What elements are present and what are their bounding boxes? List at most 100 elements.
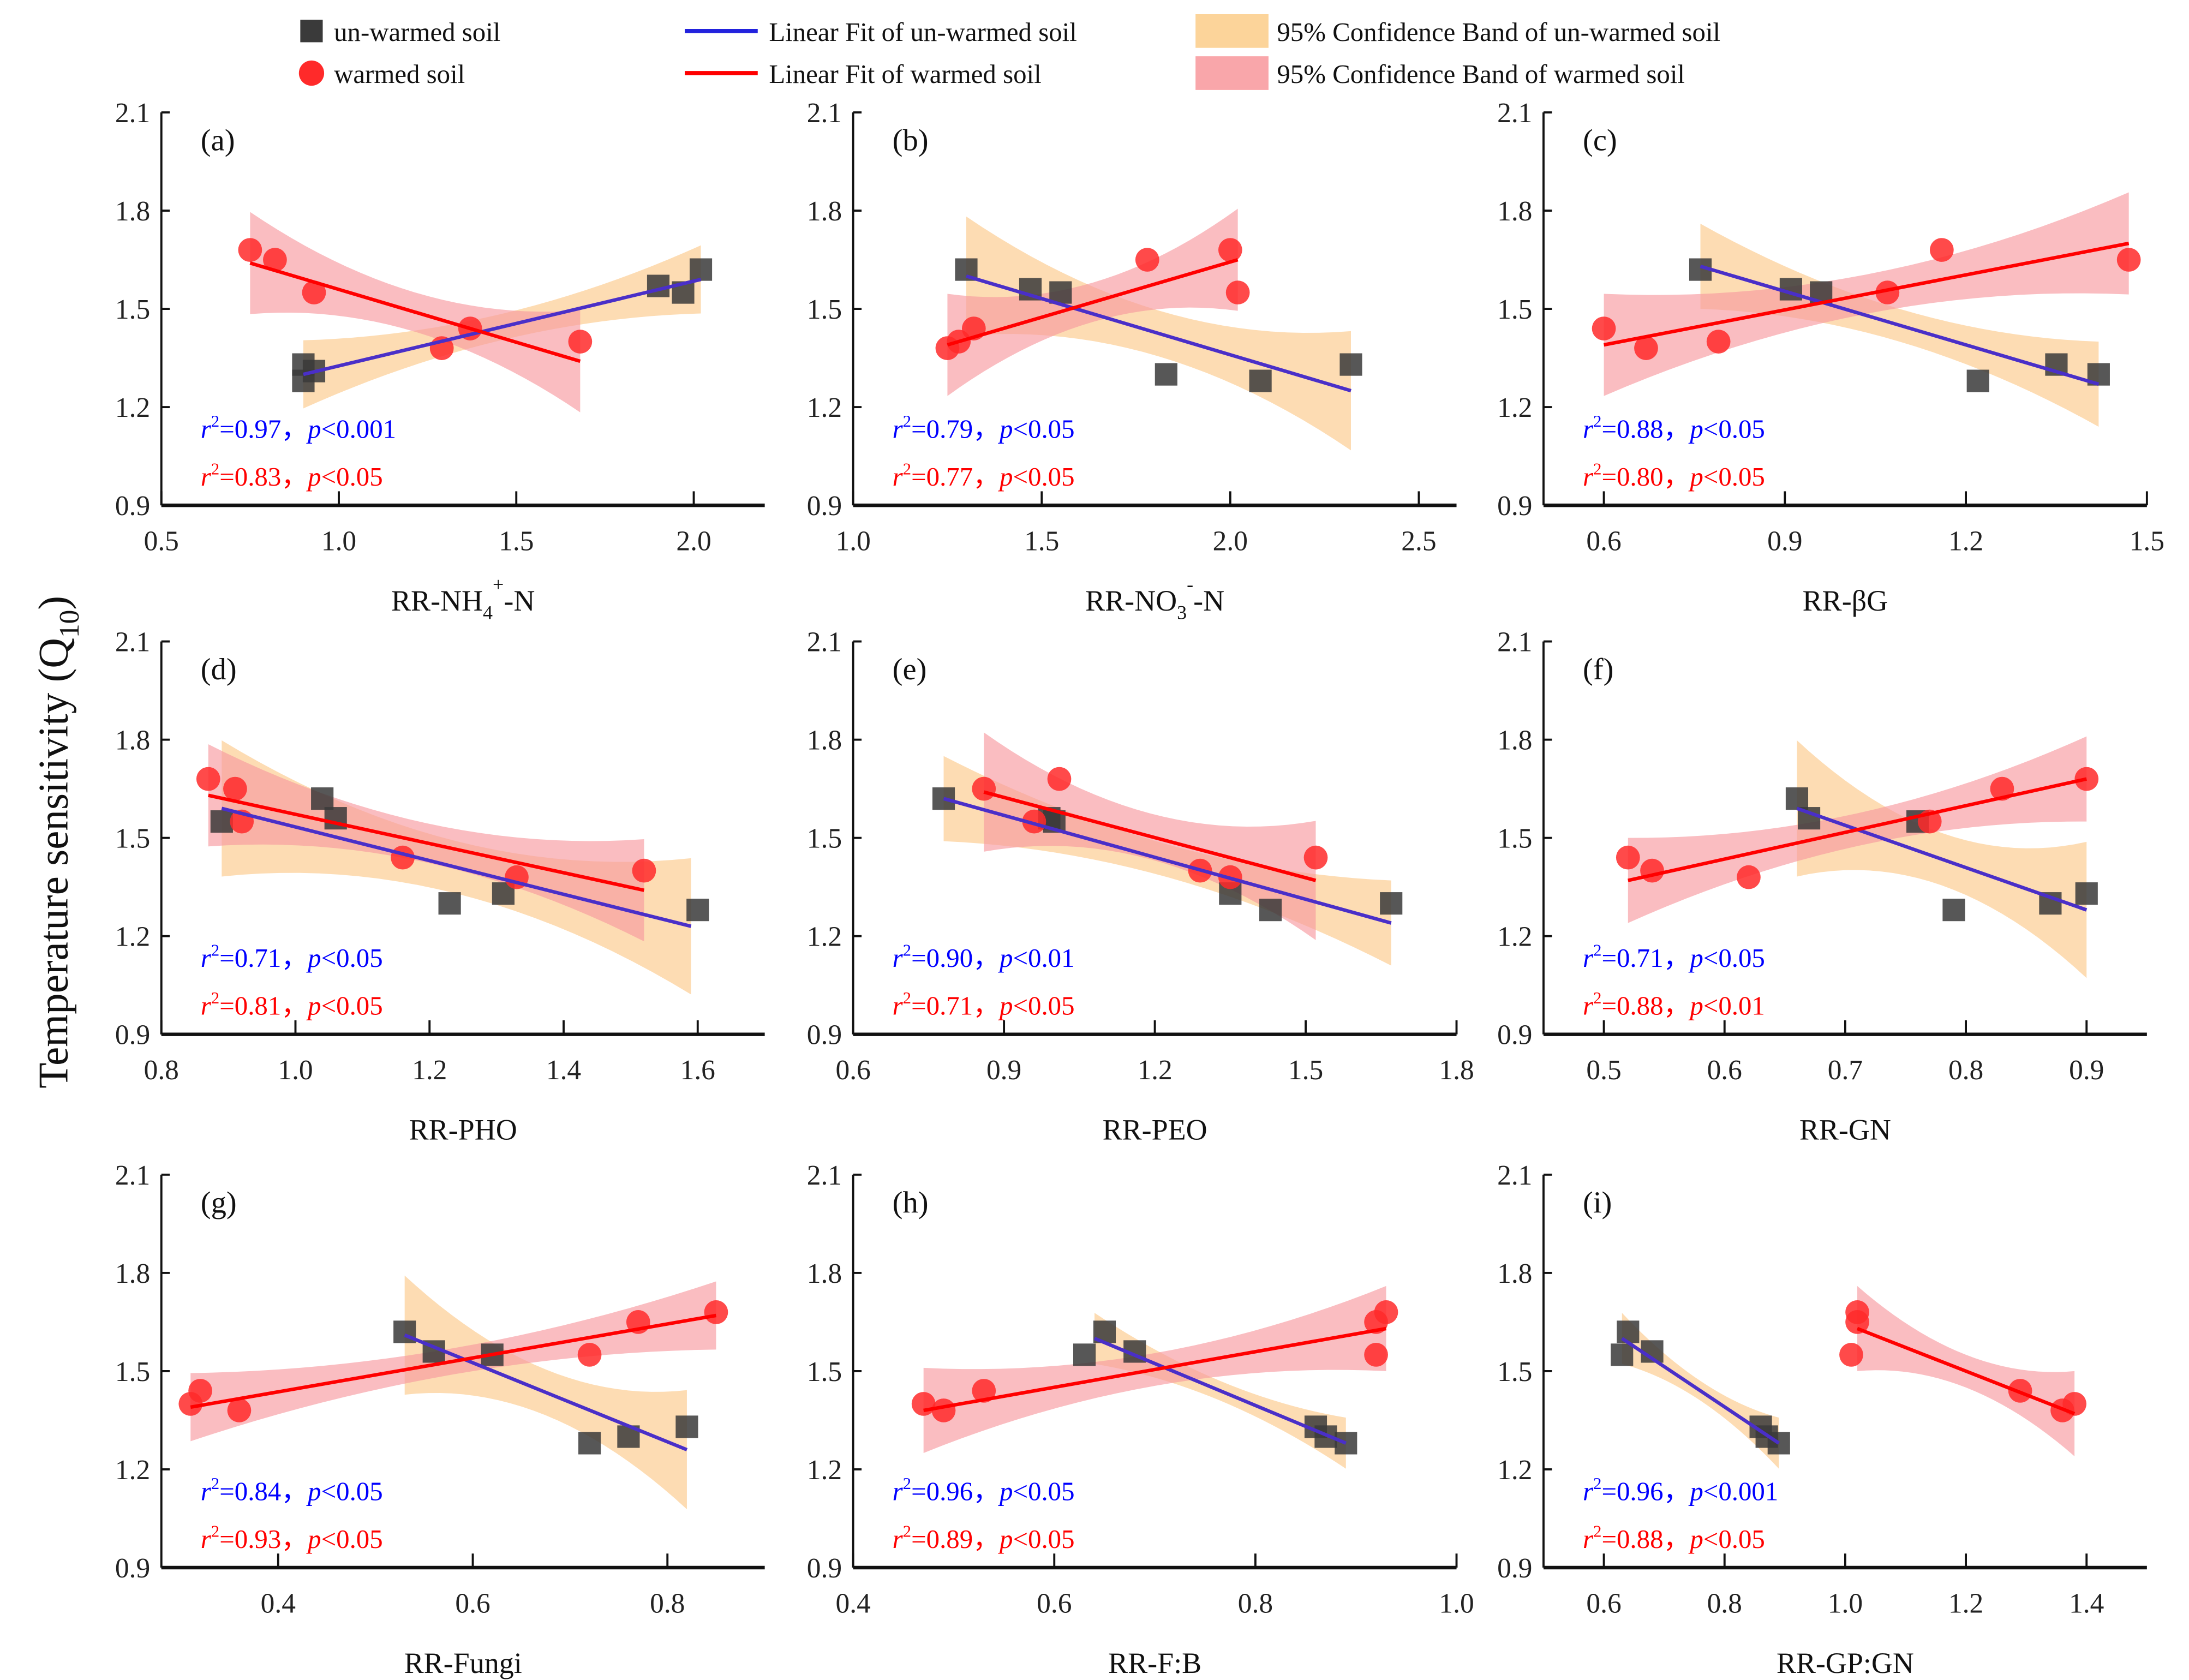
y-tick-label: 1.8 <box>807 196 842 227</box>
x-tick-label: 0.7 <box>1828 1055 1863 1086</box>
warmed-stat-text: r2=0.88，p<0.01 <box>1583 989 1765 1021</box>
r2-value: =0.97， <box>219 414 308 444</box>
unwarmed-point <box>1155 363 1177 386</box>
p-symbol: p <box>1688 991 1703 1021</box>
p-symbol: p <box>1688 1524 1703 1554</box>
r-superscript: 2 <box>1593 412 1601 431</box>
x-tick-label: 0.6 <box>1037 1588 1072 1619</box>
unwarmed-point <box>1249 369 1272 392</box>
r2-value: =0.84， <box>219 1476 308 1506</box>
r-superscript: 2 <box>903 989 911 1007</box>
panel-e: 0.9 1.2 1.5 1.8 2.1 0.6 0.9 1.2 1.5 1.8 (e) RR-PEO r… <box>807 627 1474 1146</box>
y-tick-label: 2.1 <box>115 98 150 129</box>
x-tick-label: 1.5 <box>499 525 534 557</box>
y-tick-label: 1.2 <box>807 392 842 423</box>
y-tick-label: 0.9 <box>115 1553 150 1584</box>
x-label-part: -N <box>1193 584 1224 617</box>
warmed-point <box>1592 316 1616 340</box>
legend-label: 95% Confidence Band of warmed soil <box>1277 59 1685 89</box>
x-tick-label: 0.6 <box>1586 1588 1621 1619</box>
y-tick-label: 1.8 <box>1497 725 1532 756</box>
y-tick-label: 1.5 <box>1497 823 1532 854</box>
y-tick-label: 1.8 <box>115 196 150 227</box>
unwarmed-stat-text: r2=0.71，p<0.05 <box>201 941 383 973</box>
x-label-part: RR-GP:GN <box>1777 1647 1914 1679</box>
y-tick-label: 2.1 <box>1497 627 1532 658</box>
unwarmed-fit-line <box>303 277 702 376</box>
x-tick-label: 1.0 <box>278 1055 313 1086</box>
r2-value: =0.88， <box>1601 991 1690 1021</box>
x-label-part: - <box>1187 573 1193 595</box>
p-value: <0.001 <box>321 414 397 444</box>
warmed-point <box>1135 248 1159 272</box>
r2-value: =0.90， <box>911 943 1000 973</box>
x-tick-label: 1.0 <box>836 525 871 557</box>
p-value: <0.05 <box>1013 1524 1074 1554</box>
x-tick-label: 1.5 <box>1024 525 1059 557</box>
warmed-stat-text: r2=0.89，p<0.05 <box>893 1522 1075 1554</box>
unwarmed-stat-text: r2=0.97，p<0.001 <box>201 412 396 444</box>
unwarmed-point <box>2075 882 2098 905</box>
panel-label: (c) <box>1583 123 1617 157</box>
unwarmed-point <box>1942 899 1965 922</box>
p-symbol: p <box>306 943 321 973</box>
warmed-stat-text: r2=0.71，p<0.05 <box>893 989 1075 1021</box>
x-tick-label: 1.4 <box>2069 1588 2104 1619</box>
r-symbol: r <box>201 1524 212 1554</box>
r2-value: =0.83， <box>219 462 308 492</box>
unwarmed-point <box>1966 369 1989 392</box>
x-tick-label: 0.8 <box>144 1055 179 1086</box>
warmed-point <box>1929 238 1954 262</box>
warmed-point <box>1225 280 1250 304</box>
panel-label: (f) <box>1583 653 1614 686</box>
r-superscript: 2 <box>1593 941 1601 960</box>
legend-circle-marker <box>298 60 325 86</box>
x-tick-label: 0.6 <box>1586 525 1621 557</box>
x-tick-label: 0.5 <box>144 525 179 557</box>
r-symbol: r <box>1583 991 1594 1021</box>
x-tick-label: 0.9 <box>986 1055 1021 1086</box>
y-tick-label: 0.9 <box>807 1020 842 1051</box>
unwarmed-fit-line <box>966 274 1351 393</box>
y-tick-label: 0.9 <box>807 1553 842 1584</box>
r-symbol: r <box>893 1476 904 1506</box>
unwarmed-point <box>1617 1320 1640 1343</box>
p-symbol: p <box>306 991 321 1021</box>
legend-label: un-warmed soil <box>334 17 500 47</box>
y-tick-label: 2.1 <box>807 1160 842 1191</box>
r-symbol: r <box>201 414 212 444</box>
p-symbol: p <box>306 1524 321 1554</box>
x-axis-label: RR-PEO <box>1103 1114 1207 1146</box>
y-tick-label: 1.2 <box>807 922 842 953</box>
p-value: <0.05 <box>321 462 383 492</box>
r-symbol: r <box>1583 1476 1594 1506</box>
panel-f: 0.91.21.51.82.10.5 0.6 0.7 0.8 0.9(f)RR-GNr2… <box>1497 627 2147 1146</box>
unwarmed-stat-text: r2=0.88，p<0.05 <box>1583 412 1765 444</box>
r-superscript: 2 <box>211 941 219 960</box>
y-tick-label: 0.9 <box>807 491 842 522</box>
unwarmed-point <box>689 258 713 281</box>
r-superscript: 2 <box>211 460 219 479</box>
y-label-text: Temperature sensitivity (Q <box>29 638 76 1089</box>
panel-i: 0.9 1.2 1.5 1.8 2.1 0.6 0.8 1.0 1.2 1.4 (i) RR-GP:G… <box>1497 1160 2147 1679</box>
unwarmed-stat-text: r2=0.71，p<0.05 <box>1583 941 1765 973</box>
r-symbol: r <box>893 991 904 1021</box>
warmed-point <box>196 767 220 791</box>
p-symbol: p <box>1688 943 1703 973</box>
warmed-fit-line <box>208 793 645 892</box>
legend-label: warmed soil <box>334 59 465 89</box>
r2-value: =0.80， <box>1601 462 1690 492</box>
warmed-stat-text: r2=0.77，p<0.05 <box>893 460 1075 492</box>
panel-b: 0.9 1.2 1.5 1.8 2.1 1.0 1.5 2.0 2.5 (b) RR-NO3--N r… <box>807 98 1457 623</box>
p-value: <0.01 <box>1013 943 1074 973</box>
p-value: <0.05 <box>1703 943 1765 973</box>
unwarmed-point <box>1073 1343 1096 1366</box>
x-tick-label: 1.2 <box>412 1055 447 1086</box>
y-tick-label: 1.2 <box>115 922 150 953</box>
unwarmed-point <box>1785 787 1809 810</box>
warmed-point <box>1706 330 1731 354</box>
x-label-part: 4 <box>483 601 493 623</box>
panel-h: 0.91.21.51.82.10.4 0.6 0.8 1.0(h)RR-F:Br2=0… <box>807 1160 1474 1679</box>
warmed-point <box>1875 280 1900 304</box>
warmed-point <box>1364 1343 1388 1367</box>
